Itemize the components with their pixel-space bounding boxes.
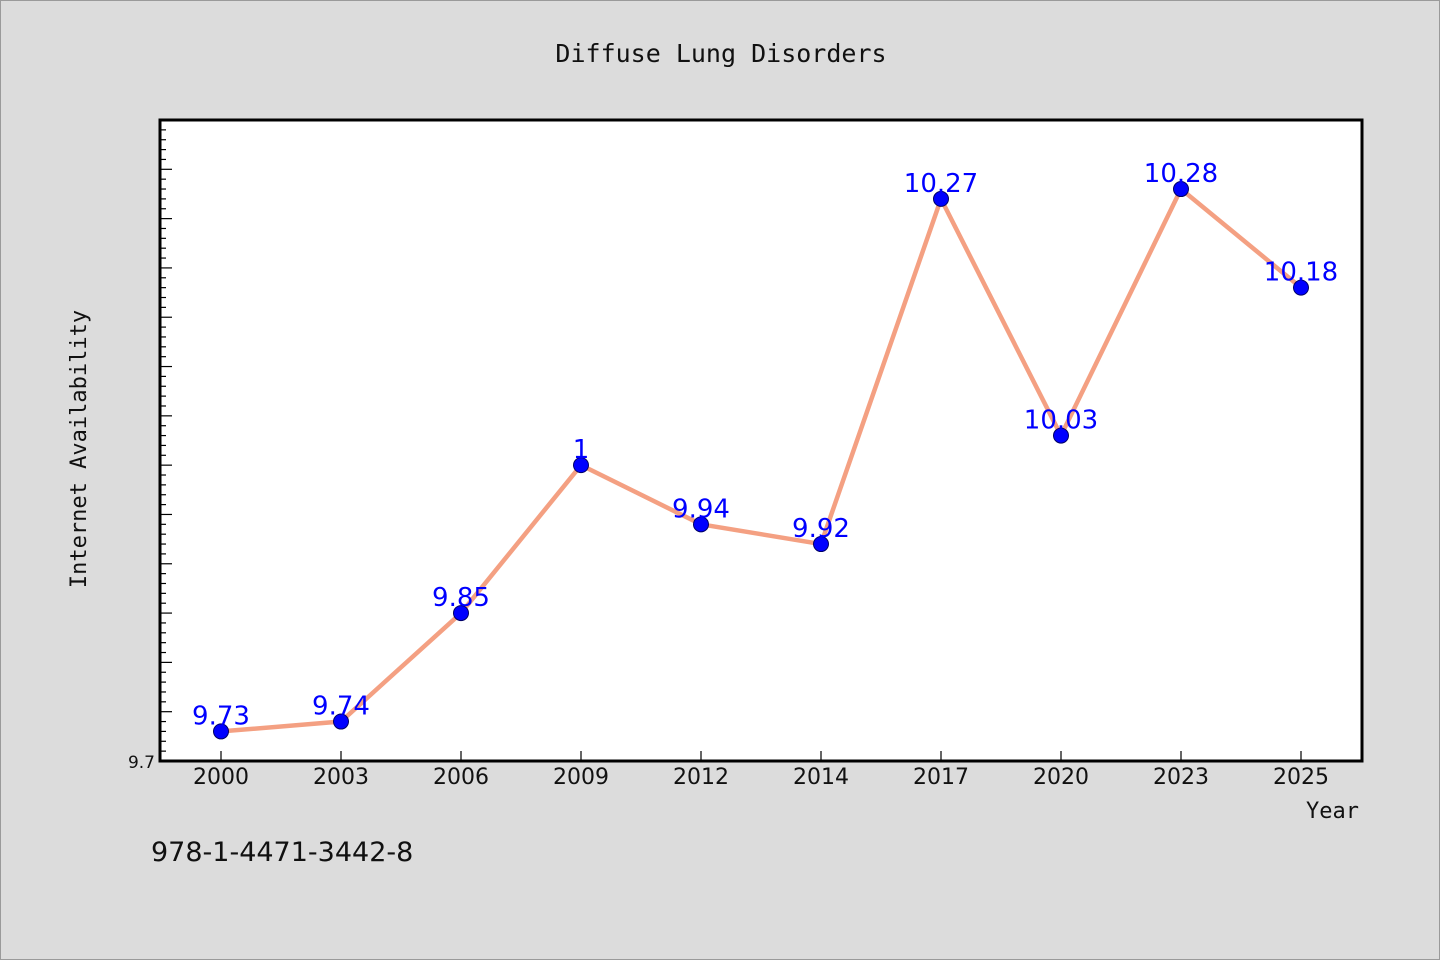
plot-area: [158, 118, 1364, 763]
series-line: [218, 186, 1304, 734]
data-label: 9.92: [792, 514, 850, 544]
data-label: 10.28: [1144, 159, 1218, 189]
data-point: [1173, 181, 1189, 198]
x-tick-label: 2009: [553, 765, 609, 790]
x-tick-label: 2017: [913, 765, 969, 790]
data-point: [813, 536, 829, 553]
data-label: 10.03: [1024, 406, 1098, 436]
y-tick-label: 9.7: [128, 753, 155, 773]
series-line-group: [218, 186, 1304, 734]
data-point: [453, 605, 469, 622]
x-tick-label: 2014: [793, 765, 849, 790]
data-point: [693, 516, 709, 533]
x-tick-label: 2003: [313, 765, 369, 790]
data-point: [1293, 279, 1309, 296]
data-point: [213, 723, 229, 740]
y-axis-ticks: 9.7: [128, 129, 172, 773]
data-label: 9.74: [312, 692, 370, 722]
x-tick-label: 2020: [1033, 765, 1089, 790]
x-tick-label: 2025: [1273, 765, 1329, 790]
data-label: 10.18: [1264, 258, 1338, 288]
x-tick-label: 2023: [1153, 765, 1209, 790]
data-point: [333, 713, 349, 730]
x-tick-label: 2006: [433, 765, 489, 790]
x-axis-ticks: 2000 2003 2006 2009 2012 2014 2017 2020 2023 2025: [193, 751, 1329, 790]
data-markers: [213, 181, 1309, 740]
x-tick-label: 2000: [193, 765, 249, 790]
x-tick-label: 2012: [673, 765, 729, 790]
data-label: 9.73: [192, 701, 250, 731]
data-label: 9.85: [432, 583, 490, 613]
y-axis-label: Internet Availability: [67, 310, 92, 588]
x-axis-label: Year: [1306, 799, 1359, 824]
data-labels: 9.73 9.74 9.85 1 9.94 9.92 10.27 10.03 10.28 10.1…: [192, 159, 1338, 731]
isbn-footer: 978-1-4471-3442-8: [151, 837, 414, 868]
data-label: 9.94: [672, 494, 730, 524]
data-point: [573, 457, 589, 474]
data-label: 1: [573, 435, 590, 465]
chart-title: Diffuse Lung Disorders: [555, 39, 886, 68]
data-label: 10.27: [904, 169, 978, 199]
data-point: [933, 190, 949, 207]
data-point: [1053, 427, 1069, 444]
